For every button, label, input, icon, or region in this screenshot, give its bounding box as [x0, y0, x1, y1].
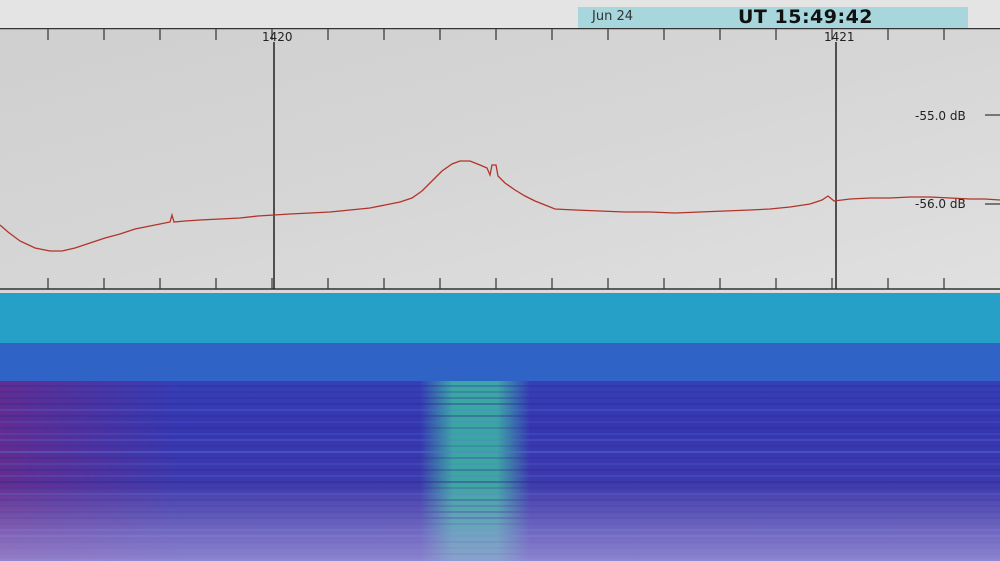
spectrum-trace — [0, 160, 1000, 252]
waterfall-scanline — [0, 433, 1000, 435]
waterfall-scanline — [0, 481, 1000, 483]
waterfall-bottom-glow — [0, 483, 1000, 561]
level-label-56: -56.0 dB — [915, 197, 966, 211]
spectrum-plot: 1420 1421 -55.0 dB -56.0 dB — [0, 28, 1000, 292]
waterfall-scanline — [0, 391, 1000, 393]
waterfall-scanline — [0, 469, 1000, 471]
waterfall-scanline — [0, 385, 1000, 387]
waterfall-scanline — [0, 457, 1000, 459]
top-tick-marks — [47, 28, 945, 40]
plot-background — [0, 28, 1000, 292]
time-panel — [578, 7, 968, 29]
waterfall-scanline — [0, 409, 1000, 411]
ut-time-display: UT 15:49:42 — [738, 6, 874, 28]
waterfall-top-band — [0, 293, 1000, 343]
waterfall-scanline — [0, 463, 1000, 465]
freq-tick-label-1421: 1421 — [824, 30, 855, 44]
waterfall-scanline — [0, 403, 1000, 405]
waterfall-scanline — [0, 445, 1000, 447]
waterfall-scanline — [0, 475, 1000, 477]
waterfall-scanline — [0, 427, 1000, 429]
date-label: Jun 24 — [592, 9, 633, 24]
waterfall-scanline — [0, 415, 1000, 417]
waterfall-display — [0, 293, 1000, 561]
waterfall-scanline — [0, 397, 1000, 399]
waterfall-scanline — [0, 439, 1000, 441]
waterfall-scanline — [0, 421, 1000, 423]
waterfall-second-band — [0, 343, 1000, 381]
level-label-55: -55.0 dB — [915, 109, 966, 123]
freq-tick-label-1420: 1420 — [262, 30, 293, 44]
waterfall-scanline — [0, 451, 1000, 453]
bottom-tick-marks — [47, 278, 945, 289]
